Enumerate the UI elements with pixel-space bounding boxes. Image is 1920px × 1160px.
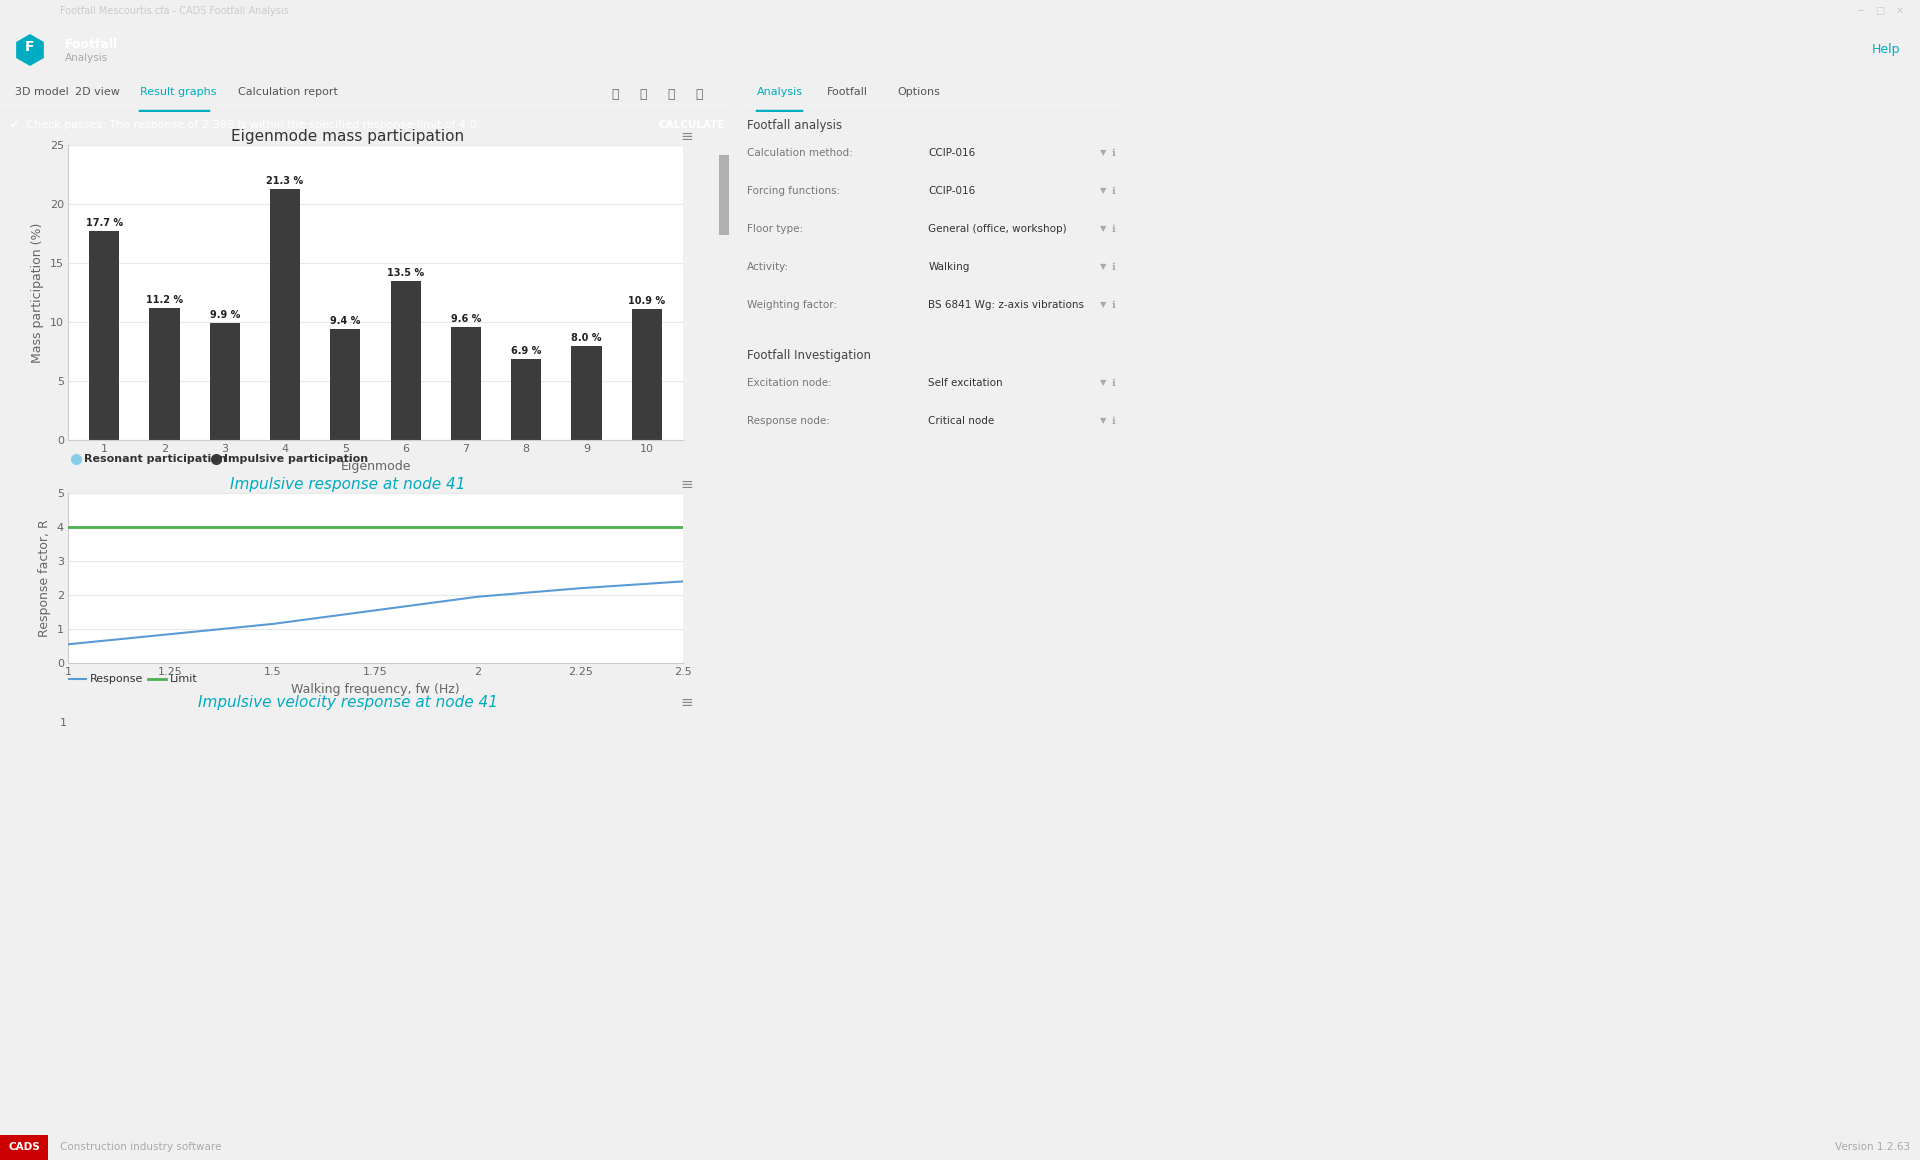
Text: ℹ: ℹ xyxy=(1112,262,1116,271)
Text: ℹ: ℹ xyxy=(1112,224,1116,234)
Y-axis label: Response factor, R: Response factor, R xyxy=(38,520,52,637)
Text: ▼: ▼ xyxy=(1100,300,1106,310)
Bar xyxy=(451,327,482,440)
Text: Activity:: Activity: xyxy=(747,262,789,271)
Y-axis label: Mass participation (%): Mass participation (%) xyxy=(31,223,44,363)
Text: ℹ: ℹ xyxy=(1112,416,1116,426)
Text: Help: Help xyxy=(1872,43,1901,57)
Bar xyxy=(0,1134,48,1160)
Text: Footfall Investigation: Footfall Investigation xyxy=(747,348,872,362)
X-axis label: Walking frequency, fw (Hz): Walking frequency, fw (Hz) xyxy=(292,683,459,696)
Text: Self excitation: Self excitation xyxy=(929,378,1002,387)
Text: ▼: ▼ xyxy=(1100,416,1106,426)
Text: Floor type:: Floor type: xyxy=(747,224,803,234)
Text: F: F xyxy=(25,39,35,55)
Text: 1: 1 xyxy=(60,718,67,728)
Text: Excitation node:: Excitation node: xyxy=(747,378,831,387)
Text: Eigenmode mass participation: Eigenmode mass participation xyxy=(232,129,465,144)
Text: 8.0 %: 8.0 % xyxy=(572,333,601,342)
Text: 9.9 %: 9.9 % xyxy=(209,310,240,320)
Text: Resonant participation: Resonant participation xyxy=(84,454,227,464)
Bar xyxy=(271,189,300,440)
Bar xyxy=(209,324,240,440)
Bar xyxy=(718,155,730,235)
Text: Analysis: Analysis xyxy=(756,87,803,97)
Text: □: □ xyxy=(1876,6,1885,16)
Text: ≡: ≡ xyxy=(680,695,693,710)
Text: Version 1.2.63: Version 1.2.63 xyxy=(1836,1143,1910,1153)
Text: BS 6841 Wg: z-axis vibrations: BS 6841 Wg: z-axis vibrations xyxy=(929,300,1085,310)
Text: 17.7 %: 17.7 % xyxy=(86,218,123,229)
Text: 13.5 %: 13.5 % xyxy=(388,268,424,277)
Bar xyxy=(390,281,420,440)
Text: ℹ: ℹ xyxy=(1112,148,1116,158)
Text: CCIP-016: CCIP-016 xyxy=(929,148,975,158)
Bar xyxy=(330,329,361,440)
Text: ℹ: ℹ xyxy=(1112,300,1116,310)
Text: Footfall Mescourtis.cfa - CADS Footfall Analysis: Footfall Mescourtis.cfa - CADS Footfall … xyxy=(60,6,288,16)
Text: Impulsive participation: Impulsive participation xyxy=(225,454,369,464)
Text: 9.4 %: 9.4 % xyxy=(330,317,361,326)
Text: 10.9 %: 10.9 % xyxy=(628,296,666,306)
Text: ▼: ▼ xyxy=(1100,225,1106,233)
Text: Impulsive response at node 41: Impulsive response at node 41 xyxy=(230,477,467,492)
X-axis label: Eigenmode: Eigenmode xyxy=(340,459,411,473)
Text: ✕: ✕ xyxy=(1895,6,1905,16)
Text: ℹ: ℹ xyxy=(1112,378,1116,387)
Text: ▼: ▼ xyxy=(1100,262,1106,271)
Text: ▼: ▼ xyxy=(1100,187,1106,196)
Text: ▼: ▼ xyxy=(1100,148,1106,158)
Text: 9.6 %: 9.6 % xyxy=(451,313,482,324)
Text: 📊: 📊 xyxy=(695,88,703,102)
Text: Limit: Limit xyxy=(171,674,198,684)
Text: ─: ─ xyxy=(1857,6,1862,16)
Text: Critical node: Critical node xyxy=(929,416,995,426)
Text: Footfall analysis: Footfall analysis xyxy=(747,118,843,131)
Text: ✔  Check passes: The response of 2.398 is within the specified response limit of: ✔ Check passes: The response of 2.398 is… xyxy=(10,119,480,130)
Text: Construction industry software: Construction industry software xyxy=(60,1143,221,1153)
Text: Response node:: Response node: xyxy=(747,416,829,426)
Text: ▼: ▼ xyxy=(1100,378,1106,387)
Bar xyxy=(632,309,662,440)
Bar xyxy=(511,358,541,440)
Text: Response: Response xyxy=(90,674,144,684)
Text: 💾: 💾 xyxy=(668,88,674,102)
Text: 📄: 📄 xyxy=(611,88,618,102)
Bar xyxy=(572,346,601,440)
Text: 21.3 %: 21.3 % xyxy=(267,175,303,186)
Bar xyxy=(88,231,119,440)
Text: ℹ: ℹ xyxy=(1112,186,1116,196)
Text: ≡: ≡ xyxy=(680,129,693,144)
Text: 📂: 📂 xyxy=(639,88,647,102)
Text: Impulsive velocity response at node 41: Impulsive velocity response at node 41 xyxy=(198,695,497,710)
Text: Result graphs: Result graphs xyxy=(140,87,217,97)
Text: Calculation report: Calculation report xyxy=(238,87,338,97)
Text: 2D view: 2D view xyxy=(75,87,119,97)
Text: Options: Options xyxy=(897,87,941,97)
Text: CALCULATE: CALCULATE xyxy=(659,119,726,130)
Text: Analysis: Analysis xyxy=(65,53,108,63)
Text: Walking: Walking xyxy=(929,262,970,271)
Text: CCIP-016: CCIP-016 xyxy=(929,186,975,196)
Text: Calculation method:: Calculation method: xyxy=(747,148,852,158)
Text: ≡: ≡ xyxy=(680,477,693,492)
Text: General (office, workshop): General (office, workshop) xyxy=(929,224,1068,234)
Text: 6.9 %: 6.9 % xyxy=(511,346,541,356)
Text: CADS: CADS xyxy=(8,1143,40,1153)
Text: Footfall: Footfall xyxy=(65,37,119,51)
Text: 11.2 %: 11.2 % xyxy=(146,295,182,305)
Text: 3D model: 3D model xyxy=(15,87,69,97)
Text: Weighting factor:: Weighting factor: xyxy=(747,300,837,310)
Bar xyxy=(150,307,180,440)
Text: Footfall: Footfall xyxy=(828,87,868,97)
Text: Forcing functions:: Forcing functions: xyxy=(747,186,841,196)
